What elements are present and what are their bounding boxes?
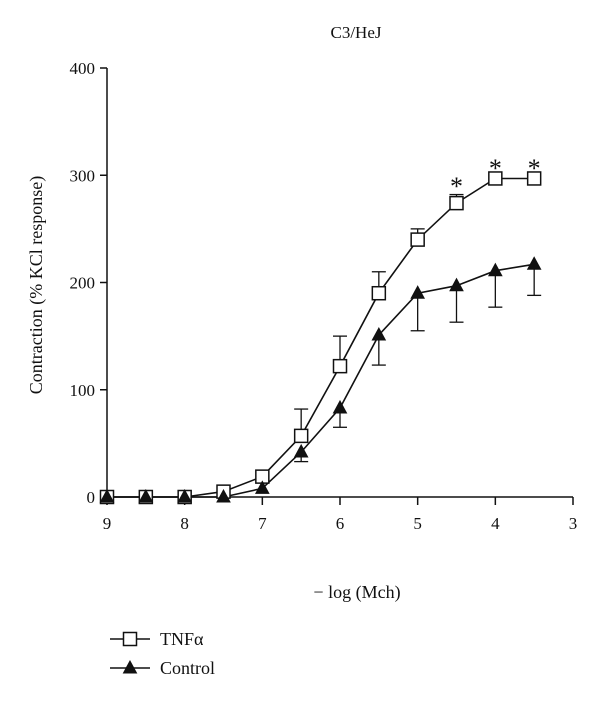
x-tick-label: 6 bbox=[336, 514, 345, 533]
y-tick-label: 100 bbox=[70, 381, 96, 400]
legend-label-tnfa: TNFα bbox=[160, 629, 204, 649]
legend-marker-control bbox=[122, 659, 138, 674]
x-tick-label: 7 bbox=[258, 514, 267, 533]
significance-asterisk: * bbox=[489, 154, 502, 183]
y-tick-label: 400 bbox=[70, 59, 96, 78]
y-tick-label: 200 bbox=[70, 274, 96, 293]
data-point-control bbox=[410, 285, 426, 299]
x-tick-label: 4 bbox=[491, 514, 500, 533]
data-point-control bbox=[293, 443, 309, 458]
plot-axes: 0 100 200 300 400 9 8 7 6 5 4 3 bbox=[70, 59, 578, 533]
x-tick-label: 8 bbox=[180, 514, 189, 533]
x-tick-label: 5 bbox=[413, 514, 422, 533]
data-point-control bbox=[371, 327, 387, 341]
series-lines bbox=[107, 177, 535, 498]
data-point-tnfa bbox=[293, 428, 309, 444]
series-line-tnfa bbox=[107, 177, 535, 498]
data-point-control bbox=[449, 277, 464, 292]
y-tick-label: 0 bbox=[87, 488, 96, 507]
data-point-tnfa bbox=[449, 195, 464, 211]
y-axis-label: Contraction (% KCl response) bbox=[26, 176, 47, 394]
data-point-control bbox=[526, 256, 542, 270]
significance-asterisk: * bbox=[528, 154, 541, 183]
data-point-control bbox=[177, 488, 193, 503]
data-point-tnfa bbox=[371, 285, 387, 301]
x-tick-label: 3 bbox=[569, 514, 578, 533]
annotations: * * * bbox=[450, 154, 541, 201]
data-point-tnfa bbox=[488, 171, 503, 186]
y-tick-label: 300 bbox=[70, 166, 96, 185]
data-point-control bbox=[487, 262, 503, 277]
legend: TNFα Control bbox=[110, 629, 215, 678]
series-line-control bbox=[107, 263, 535, 498]
data-point-tnfa bbox=[332, 358, 348, 374]
data-point-control bbox=[332, 399, 348, 414]
significance-asterisk: * bbox=[450, 172, 463, 201]
data-point-control bbox=[216, 488, 231, 503]
data-point-tnfa bbox=[526, 171, 542, 186]
x-axis-label: − log (Mch) bbox=[313, 582, 400, 603]
data-point-control bbox=[138, 488, 154, 503]
x-tick-label: 9 bbox=[103, 514, 112, 533]
data-point-control bbox=[99, 488, 115, 503]
series-markers bbox=[99, 171, 542, 505]
legend-label-control: Control bbox=[160, 658, 215, 678]
data-point-tnfa bbox=[410, 232, 425, 247]
data-point-control bbox=[254, 480, 270, 494]
chart-title: C3/HeJ bbox=[331, 23, 382, 42]
legend-marker-tnfa bbox=[122, 631, 138, 647]
